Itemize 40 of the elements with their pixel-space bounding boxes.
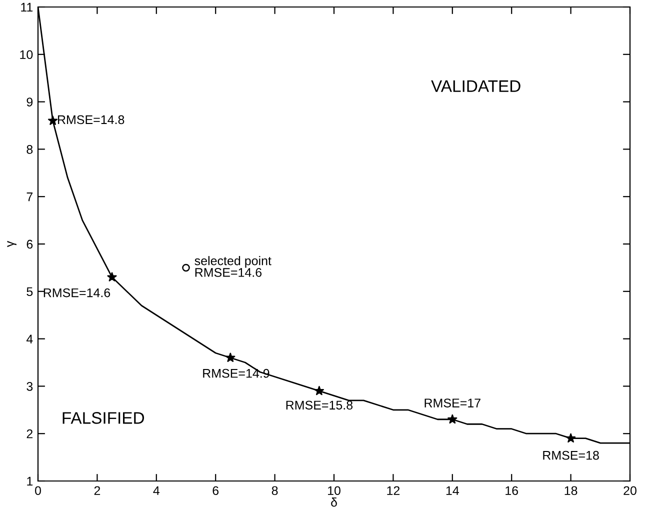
point	[314, 386, 324, 396]
annotation: selected point RMSE=14.6	[194, 256, 272, 277]
y-tick-label: 6	[26, 240, 33, 249]
x-tick-label: 18	[564, 486, 578, 496]
y-tick-label: 3	[26, 382, 33, 391]
y-tick-label: 10	[20, 50, 33, 60]
y-tick-label: 2	[26, 429, 33, 438]
point	[226, 352, 236, 362]
x-tick-label: 14	[446, 486, 459, 495]
x-tick-label: 2	[94, 486, 100, 495]
x-axis-title: δ	[331, 498, 337, 507]
x-tick-label: 4	[153, 486, 160, 495]
x-tick-label: 12	[387, 486, 400, 495]
point	[448, 414, 458, 424]
annotation: RMSE=17	[424, 398, 480, 408]
point	[182, 264, 190, 272]
y-tick-label: 5	[26, 287, 33, 296]
annotation: RMSE=14.6	[44, 288, 110, 298]
annotation: VALIDATED	[431, 80, 520, 92]
x-tick-label: 0	[35, 486, 41, 496]
x-tick-label: 16	[506, 486, 518, 496]
x-tick-label: 8	[272, 486, 278, 496]
y-tick-label: 1	[27, 476, 33, 486]
annotation: RMSE=14.9	[203, 368, 270, 378]
y-tick-label: 7	[26, 192, 33, 202]
y-tick-label: 9	[26, 98, 33, 106]
annotation: RMSE=14.8	[58, 115, 124, 124]
y-tick-label: 11	[21, 2, 33, 12]
point	[107, 272, 117, 282]
y-axis-title: γ	[7, 240, 16, 248]
y-tick-label: 4	[26, 334, 33, 344]
annotation: RMSE=15.8	[286, 400, 353, 410]
annotation: FALSIFIED	[62, 412, 144, 424]
x-tick-label: 10	[328, 486, 340, 496]
point	[48, 116, 58, 125]
x-tick-label: 20	[624, 486, 636, 496]
y-tick-label: 8	[26, 145, 33, 154]
x-tick-label: 6	[212, 486, 219, 496]
annotation: RMSE=18	[543, 450, 599, 460]
point	[566, 433, 576, 443]
